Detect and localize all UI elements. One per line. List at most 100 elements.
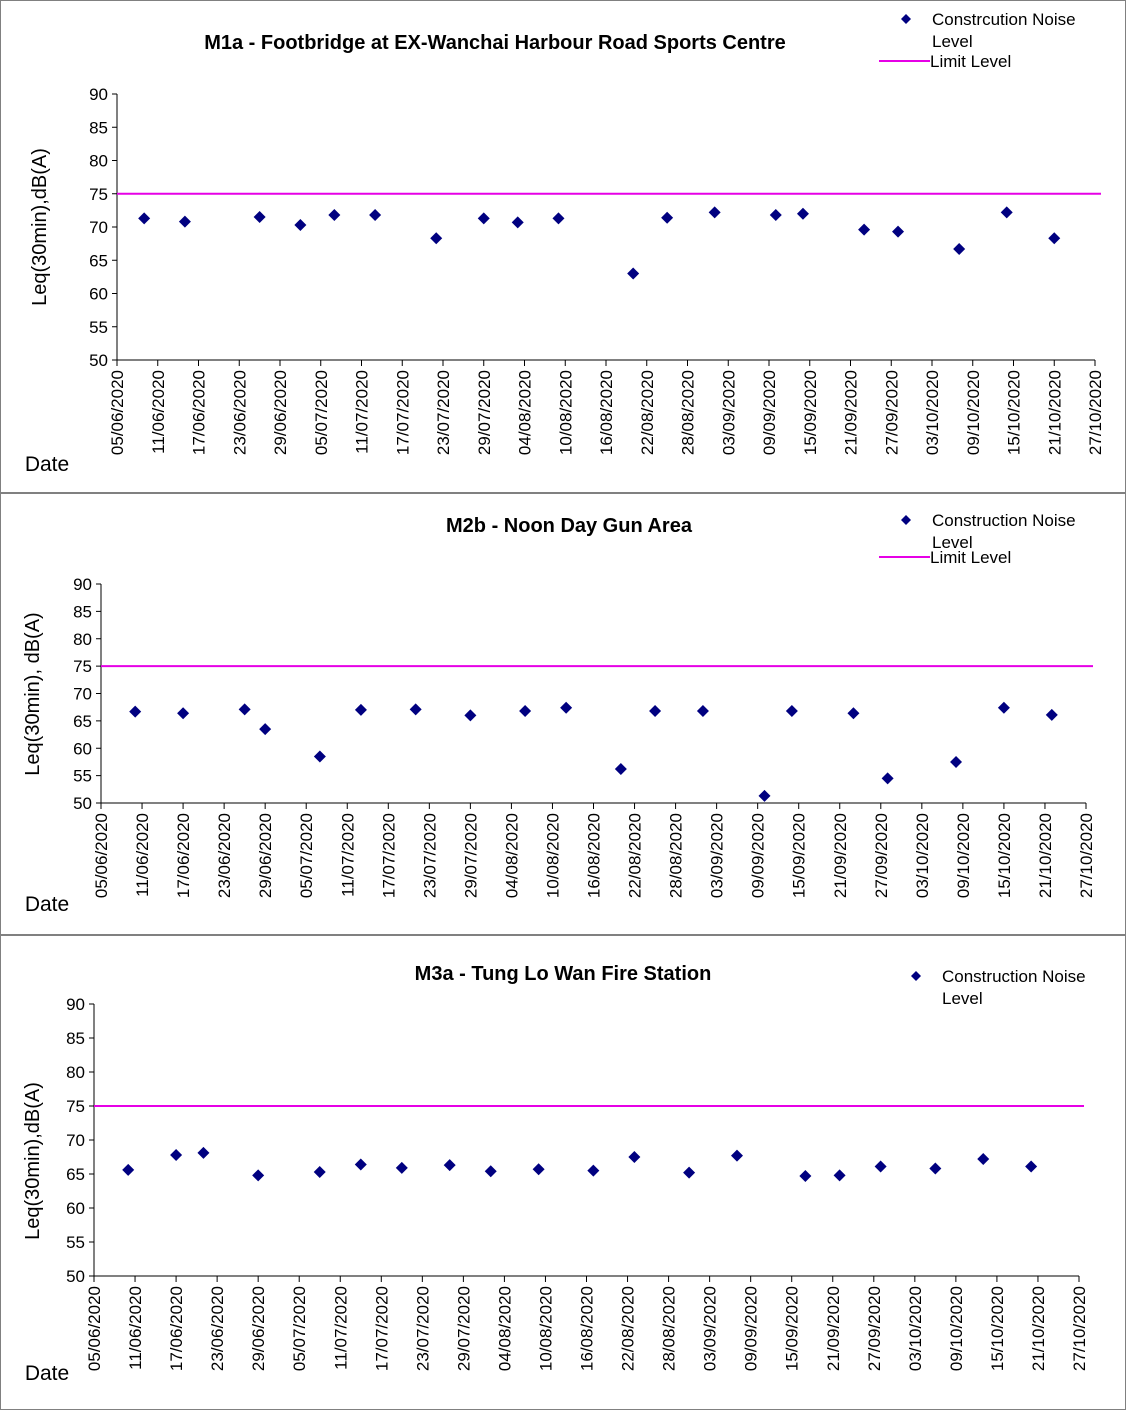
data-point (477, 212, 490, 225)
legend-marker-label: Construction Noise (942, 967, 1086, 986)
x-tick-label: 04/08/2020 (516, 370, 535, 455)
y-tick-label: 55 (89, 318, 108, 337)
data-point (511, 216, 524, 229)
data-point (519, 705, 532, 718)
data-point (833, 1169, 846, 1182)
data-point (409, 703, 422, 716)
data-point (661, 211, 674, 224)
y-tick-label: 70 (89, 218, 108, 237)
data-point (1045, 708, 1058, 721)
x-tick-label: 22/08/2020 (638, 370, 657, 455)
data-point (259, 723, 272, 736)
y-axis-title: Leq(30min),dB(A) (22, 1082, 44, 1240)
y-tick-label: 50 (66, 1267, 85, 1286)
x-axis-title: Date (25, 1362, 69, 1385)
y-axis-title: Leq(30min), dB(A) (22, 612, 44, 775)
data-point (313, 1165, 326, 1178)
y-tick-label: 80 (73, 630, 92, 649)
y-tick-label: 75 (66, 1097, 85, 1116)
data-point (430, 232, 443, 245)
data-point (696, 705, 709, 718)
data-point (614, 763, 627, 776)
legend-marker-icon (911, 971, 921, 981)
x-tick-label: 09/10/2020 (964, 370, 983, 455)
x-tick-label: 17/07/2020 (379, 813, 398, 898)
y-tick-label: 50 (73, 794, 92, 813)
legend-limit-label: Limit Level (930, 548, 1011, 567)
x-tick-label: 09/09/2020 (760, 370, 779, 455)
x-tick-label: 28/08/2020 (660, 1286, 679, 1371)
x-tick-label: 11/07/2020 (338, 813, 357, 897)
data-point (560, 701, 573, 714)
chart-title: M3a - Tung Lo Wan Fire Station (415, 963, 712, 985)
chart-panel-m1a: M1a - Footbridge at EX-Wanchai Harbour R… (0, 0, 1126, 493)
x-tick-label: 15/09/2020 (790, 813, 809, 898)
x-tick-label: 16/08/2020 (597, 370, 616, 455)
x-tick-label: 27/09/2020 (882, 370, 901, 455)
x-tick-label: 04/08/2020 (495, 1286, 514, 1371)
data-point (122, 1163, 135, 1176)
data-point (858, 223, 871, 236)
x-tick-label: 23/06/2020 (215, 813, 234, 898)
x-tick-label: 17/06/2020 (174, 813, 193, 898)
data-point (708, 206, 721, 219)
x-tick-label: 05/06/2020 (108, 370, 127, 455)
data-point (197, 1146, 210, 1159)
data-point (313, 750, 326, 763)
x-tick-label: 23/06/2020 (230, 370, 249, 455)
data-point (464, 709, 477, 722)
x-tick-label: 27/10/2020 (1077, 813, 1096, 898)
data-point (170, 1148, 183, 1161)
x-tick-label: 22/08/2020 (619, 1286, 638, 1371)
x-tick-label: 15/09/2020 (783, 1286, 802, 1371)
x-tick-label: 17/07/2020 (393, 370, 412, 455)
data-point (177, 707, 190, 720)
x-tick-label: 05/06/2020 (92, 813, 111, 898)
data-point (847, 707, 860, 720)
data-point (796, 207, 809, 220)
data-point (328, 209, 341, 222)
data-point (253, 211, 266, 224)
x-tick-label: 10/08/2020 (536, 1286, 555, 1371)
data-point (1000, 206, 1013, 219)
x-tick-label: 04/08/2020 (502, 813, 521, 898)
x-axis-title: Date (25, 893, 69, 916)
x-tick-label: 03/09/2020 (719, 370, 738, 455)
x-tick-label: 23/07/2020 (413, 1286, 432, 1371)
x-tick-label: 05/07/2020 (297, 813, 316, 898)
legend-marker-label-cont: Level (932, 533, 973, 552)
x-tick-label: 28/08/2020 (667, 813, 686, 898)
data-point (977, 1153, 990, 1166)
data-point (785, 705, 798, 718)
data-point (649, 705, 662, 718)
x-tick-label: 27/09/2020 (872, 813, 891, 898)
x-tick-label: 27/10/2020 (1070, 1286, 1089, 1371)
legend-marker-label-cont: Level (942, 989, 983, 1008)
chart-m1a: M1a - Footbridge at EX-Wanchai Harbour R… (25, 10, 1105, 476)
x-tick-label: 03/09/2020 (701, 1286, 720, 1371)
x-tick-label: 28/08/2020 (679, 370, 698, 455)
y-tick-label: 80 (66, 1063, 85, 1082)
data-point (683, 1166, 696, 1179)
x-tick-label: 27/10/2020 (1086, 370, 1105, 455)
data-point (552, 212, 565, 225)
x-tick-label: 29/06/2020 (271, 370, 290, 455)
data-point (627, 267, 640, 280)
y-tick-label: 85 (66, 1029, 85, 1048)
x-tick-label: 17/06/2020 (190, 370, 209, 455)
y-tick-label: 70 (66, 1131, 85, 1150)
data-point (354, 1158, 367, 1171)
data-point (892, 225, 905, 238)
x-tick-label: 27/09/2020 (865, 1286, 884, 1371)
x-tick-label: 11/06/2020 (149, 370, 168, 454)
data-point (484, 1165, 497, 1178)
x-tick-label: 21/10/2020 (1029, 1286, 1048, 1371)
y-tick-label: 90 (73, 575, 92, 594)
data-point (997, 701, 1010, 714)
x-tick-label: 16/08/2020 (578, 1286, 597, 1371)
legend-marker-label: Construction Noise (932, 511, 1076, 530)
data-point (178, 215, 191, 228)
legend-marker-label-cont: Level (932, 32, 973, 51)
x-tick-label: 15/10/2020 (988, 1286, 1007, 1371)
y-tick-label: 65 (89, 251, 108, 270)
